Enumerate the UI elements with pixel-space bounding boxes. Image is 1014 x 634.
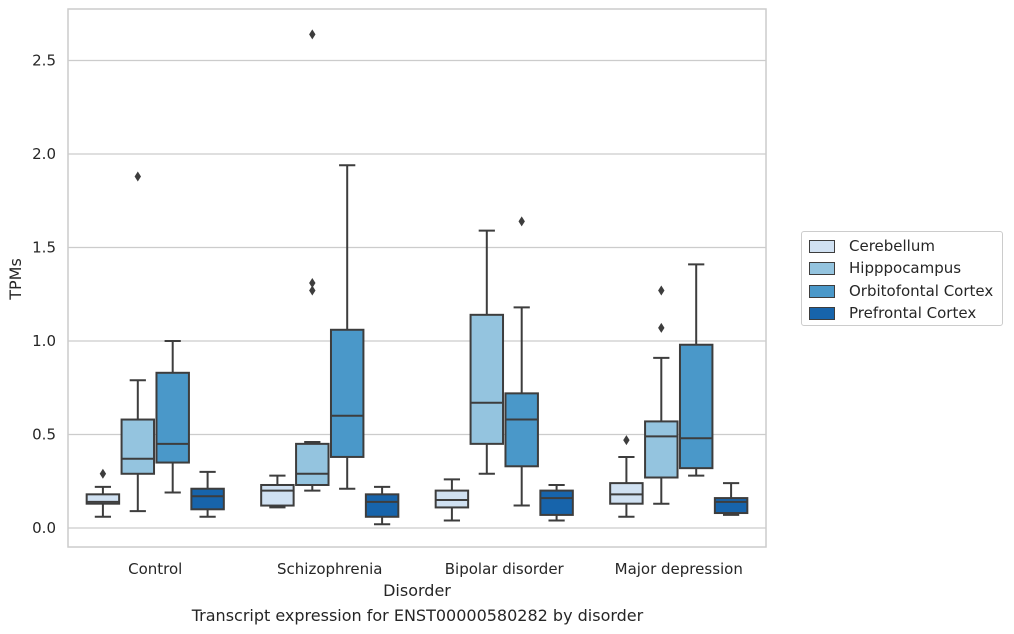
box-cerebellum: [434, 478, 470, 522]
box-orbitofontal-cortex: [678, 263, 714, 477]
legend: Cerebellum Hipppocampus Orbitofontal Cor…: [801, 231, 1003, 326]
box-iqr: [644, 420, 679, 479]
x-tick-label: Major depression: [615, 560, 743, 578]
y-tick-label: 1.0: [32, 332, 56, 350]
outlier-point: [658, 285, 665, 296]
y-tick-labels: 0.0 0.5 1.0 1.5 2.0 2.5: [32, 52, 56, 538]
box-series: [85, 29, 749, 526]
box-iqr: [155, 371, 190, 464]
box-iqr: [190, 487, 225, 511]
box-hipppocampus: [644, 285, 679, 505]
box-iqr: [85, 493, 121, 505]
legend-item-prefrontal: Prefrontal Cortex: [809, 304, 976, 322]
outlier-point: [309, 29, 316, 40]
box-iqr: [295, 442, 330, 486]
outlier-point: [309, 278, 316, 289]
outlier-point: [99, 468, 107, 479]
legend-swatch-cerebellum: [809, 239, 835, 253]
legend-label: Orbitofontal Cortex: [849, 282, 994, 300]
legend-label: Hipppocampus: [849, 259, 962, 277]
box-iqr: [469, 313, 505, 445]
box-prefrontal-cortex: [539, 483, 574, 522]
legend-label: Prefrontal Cortex: [849, 304, 977, 322]
legend-label: Cerebellum: [849, 237, 935, 255]
legend-item-cerebellum: Cerebellum: [809, 237, 935, 255]
outlier-point: [658, 322, 665, 333]
y-axis-label: TPMs: [6, 258, 25, 301]
outlier-point: [623, 435, 630, 446]
box-iqr: [713, 497, 749, 515]
y-tick-label: 0.5: [32, 426, 56, 444]
legend-item-orbitofrontal: Orbitofontal Cortex: [809, 282, 993, 300]
box-iqr: [120, 418, 156, 475]
x-tick-label: Schizophrenia: [277, 560, 382, 578]
x-tick-label: Control: [128, 560, 182, 578]
outlier-point: [134, 171, 141, 182]
box-prefrontal-cortex: [364, 485, 400, 526]
box-iqr: [539, 489, 574, 516]
chart-title: Transcript expression for ENST0000058028…: [191, 606, 644, 625]
box-cerebellum: [609, 435, 644, 518]
y-tick-label: 2.0: [32, 145, 56, 163]
box-cerebellum: [85, 468, 121, 518]
box-iqr: [329, 328, 365, 458]
box-orbitofontal-cortex: [504, 216, 539, 507]
box-hipppocampus: [469, 229, 505, 475]
x-axis-label: Disorder: [383, 581, 451, 600]
outlier-point: [518, 216, 525, 227]
box-prefrontal-cortex: [713, 482, 749, 516]
y-tick-label: 0.0: [32, 519, 56, 537]
box-hipppocampus: [295, 29, 330, 492]
legend-swatch-prefrontal: [809, 306, 835, 320]
outlier-point: [309, 285, 316, 296]
box-iqr: [364, 493, 400, 518]
legend-swatch-hippocampus: [809, 261, 835, 275]
y-tick-label: 1.5: [32, 239, 56, 257]
box-hipppocampus: [120, 171, 156, 513]
box-orbitofontal-cortex: [329, 164, 365, 490]
box-iqr: [504, 392, 539, 468]
box-orbitofontal-cortex: [155, 340, 190, 494]
x-tick-labels: Control Schizophrenia Bipolar disorder Majo…: [128, 560, 743, 578]
box-iqr: [678, 343, 714, 470]
legend-item-hippocampus: Hipppocampus: [809, 259, 961, 277]
y-tick-label: 2.5: [32, 52, 56, 70]
box-cerebellum: [260, 474, 295, 509]
x-tick-label: Bipolar disorder: [445, 560, 565, 578]
box-prefrontal-cortex: [190, 470, 225, 518]
legend-swatch-orbitofrontal: [809, 284, 835, 298]
box-iqr: [260, 483, 295, 507]
